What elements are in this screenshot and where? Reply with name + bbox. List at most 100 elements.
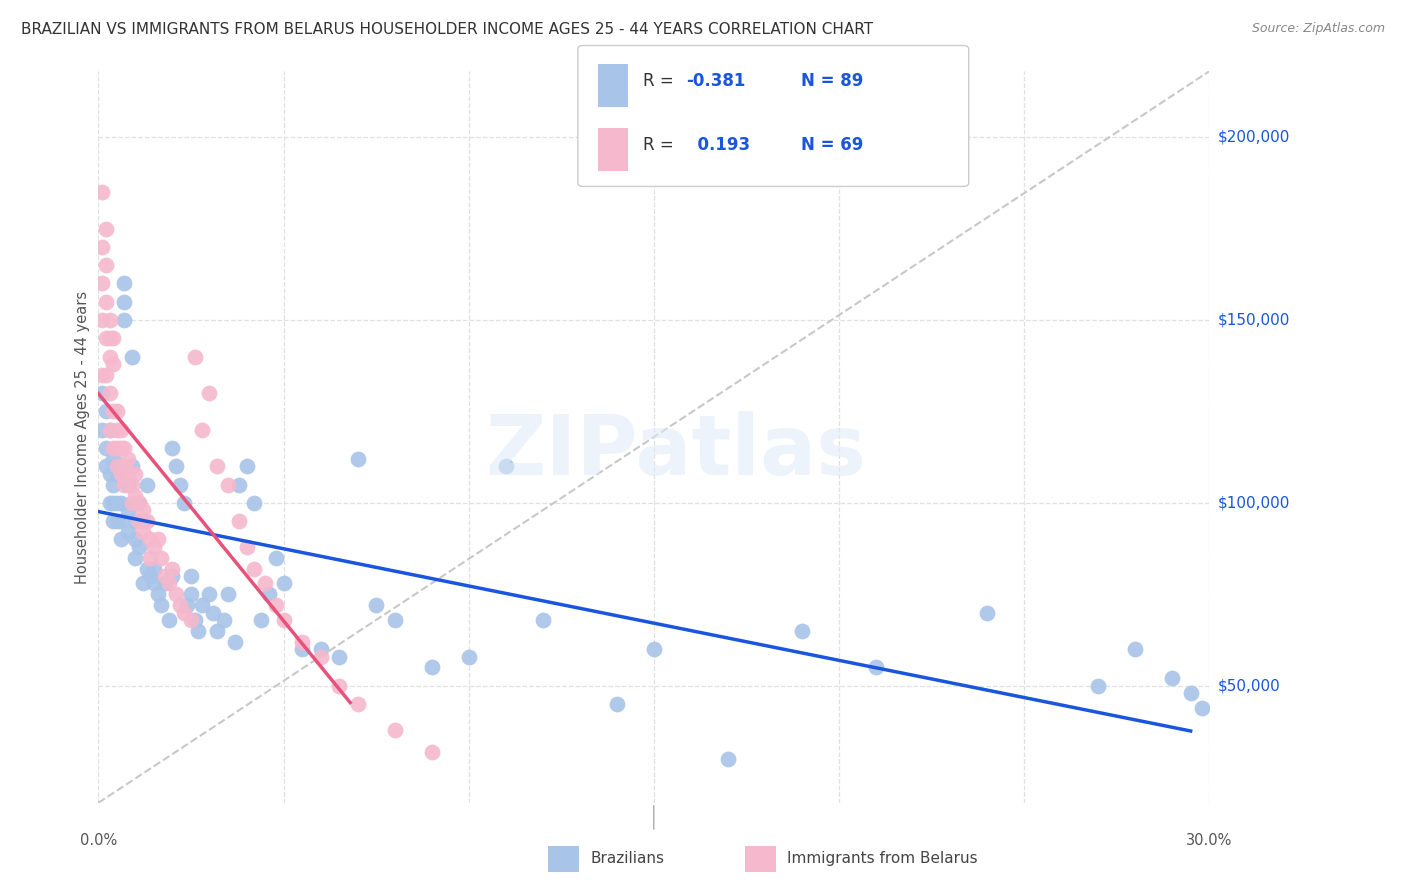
Point xyxy=(180,569,202,583)
Point xyxy=(112,441,135,455)
Point xyxy=(124,533,146,547)
Point xyxy=(139,550,162,565)
Point xyxy=(105,514,128,528)
Point xyxy=(94,404,117,418)
Y-axis label: Householder Income Ages 25 - 44 years: Householder Income Ages 25 - 44 years xyxy=(75,291,90,583)
Point xyxy=(183,350,205,364)
Point xyxy=(94,441,117,455)
Point xyxy=(976,606,998,620)
Point xyxy=(117,467,139,481)
Point xyxy=(153,576,176,591)
Point xyxy=(250,613,273,627)
Point xyxy=(105,459,128,474)
Point xyxy=(531,613,554,627)
Point xyxy=(117,525,139,540)
Point xyxy=(139,533,162,547)
Point xyxy=(224,635,246,649)
Point xyxy=(790,624,813,638)
Point xyxy=(366,599,388,613)
Point xyxy=(128,540,150,554)
Point xyxy=(162,441,184,455)
Point xyxy=(110,496,132,510)
Point xyxy=(121,350,143,364)
Text: $200,000: $200,000 xyxy=(1218,129,1289,145)
Point xyxy=(91,313,114,327)
Text: Source: ZipAtlas.com: Source: ZipAtlas.com xyxy=(1251,22,1385,36)
Point xyxy=(132,525,155,540)
Point xyxy=(1087,679,1109,693)
Point xyxy=(110,533,132,547)
Point xyxy=(98,313,121,327)
Point xyxy=(94,294,117,309)
Point xyxy=(105,496,128,510)
Text: -0.381: -0.381 xyxy=(686,72,745,90)
Point xyxy=(291,635,314,649)
Point xyxy=(94,368,117,382)
Text: $50,000: $50,000 xyxy=(1218,678,1281,693)
Point xyxy=(132,503,155,517)
Point xyxy=(169,477,191,491)
Point xyxy=(173,496,195,510)
Point xyxy=(235,459,257,474)
Point xyxy=(105,404,128,418)
Point xyxy=(495,459,517,474)
Point xyxy=(103,441,125,455)
Point xyxy=(169,599,191,613)
Point xyxy=(94,459,117,474)
Point xyxy=(328,649,350,664)
Point xyxy=(420,660,443,674)
Point xyxy=(180,587,202,601)
Point xyxy=(94,258,117,272)
Point xyxy=(135,477,157,491)
Point xyxy=(103,357,125,371)
Point xyxy=(253,576,276,591)
Point xyxy=(202,606,225,620)
Point xyxy=(117,452,139,467)
Point xyxy=(124,550,146,565)
Point xyxy=(103,331,125,345)
Point xyxy=(110,514,132,528)
Point xyxy=(264,550,287,565)
Point xyxy=(98,331,121,345)
Point xyxy=(112,313,135,327)
Point xyxy=(103,496,125,510)
Point xyxy=(243,496,266,510)
Text: BRAZILIAN VS IMMIGRANTS FROM BELARUS HOUSEHOLDER INCOME AGES 25 - 44 YEARS CORRE: BRAZILIAN VS IMMIGRANTS FROM BELARUS HOU… xyxy=(21,22,873,37)
Point xyxy=(98,350,121,364)
Point xyxy=(273,576,295,591)
Point xyxy=(173,606,195,620)
Point xyxy=(198,587,221,601)
Point xyxy=(98,496,121,510)
Point xyxy=(110,467,132,481)
Point xyxy=(346,452,368,467)
Point xyxy=(128,496,150,510)
Point xyxy=(165,587,187,601)
Point xyxy=(91,185,114,199)
Point xyxy=(235,540,257,554)
Text: N = 89: N = 89 xyxy=(801,72,863,90)
Text: $100,000: $100,000 xyxy=(1218,495,1289,510)
Point xyxy=(105,467,128,481)
Point xyxy=(150,550,173,565)
Point xyxy=(717,752,740,766)
Point xyxy=(143,576,166,591)
Point xyxy=(124,489,146,503)
Point xyxy=(112,477,135,491)
Point xyxy=(191,599,214,613)
Point xyxy=(91,368,114,382)
Point xyxy=(103,404,125,418)
Point xyxy=(205,459,228,474)
Point xyxy=(162,569,184,583)
Point xyxy=(103,477,125,491)
Point xyxy=(1161,672,1184,686)
Point xyxy=(105,423,128,437)
Text: ZIPatlas: ZIPatlas xyxy=(485,411,866,492)
Point xyxy=(198,386,221,401)
Text: 30.0%: 30.0% xyxy=(1187,833,1232,848)
Point xyxy=(228,477,250,491)
Point xyxy=(420,745,443,759)
Point xyxy=(124,467,146,481)
Point xyxy=(187,624,209,638)
Point xyxy=(139,569,162,583)
Point xyxy=(273,613,295,627)
